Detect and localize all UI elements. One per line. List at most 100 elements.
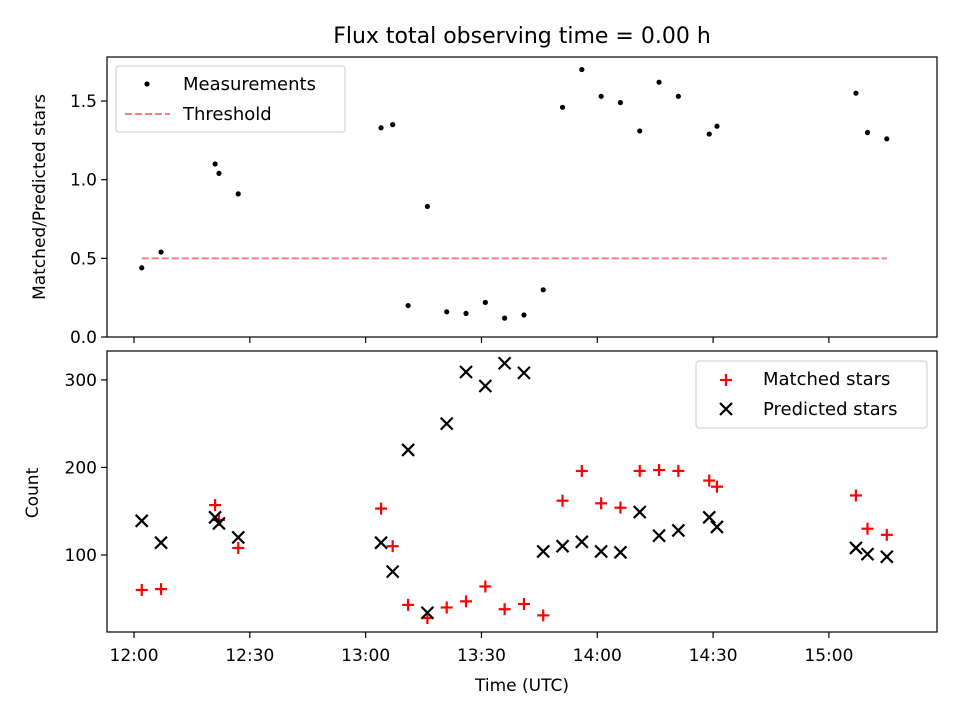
top-panel-ratio: Flux total observing time = 0.00 h Match… xyxy=(30,24,938,348)
point-matched-stars xyxy=(460,595,473,608)
point-measurements xyxy=(540,287,546,293)
point-matched-stars xyxy=(537,609,550,622)
point-measurements xyxy=(864,129,871,136)
point-predicted-stars xyxy=(231,530,246,545)
point-predicted-stars xyxy=(575,535,589,549)
legend-marker-measurements xyxy=(144,81,150,87)
bottom-x-ticks: 12:00 12:30 13:00 13:30 14:00 14:30 15:00 xyxy=(110,632,853,666)
y-tick-label: 1.5 xyxy=(70,92,97,112)
point-predicted-stars xyxy=(478,379,493,393)
bottom-axes-frame xyxy=(106,350,938,633)
top-plot-area xyxy=(139,66,890,321)
bottom-legend: Matched stars Predicted stars xyxy=(695,360,928,429)
point-measurements xyxy=(598,93,604,99)
point-matched-stars xyxy=(498,603,511,616)
point-matched-stars xyxy=(653,464,666,477)
point-predicted-stars xyxy=(154,535,168,550)
point-predicted-stars xyxy=(497,356,512,371)
point-measurements xyxy=(521,312,527,318)
x-tick-label: 14:00 xyxy=(573,646,622,666)
point-measurements xyxy=(463,310,469,317)
top-legend: Measurements Threshold xyxy=(115,65,346,133)
point-measurements xyxy=(405,302,411,309)
legend-label-predicted-stars: Predicted stars xyxy=(763,399,897,420)
point-measurements xyxy=(559,104,566,110)
x-axis-label: Time (UTC) xyxy=(474,676,569,696)
point-measurements xyxy=(390,122,396,128)
chart-title: Flux total observing time = 0.00 h xyxy=(333,24,711,49)
point-predicted-stars xyxy=(860,547,875,561)
point-matched-stars xyxy=(614,501,627,514)
x-tick-label: 13:30 xyxy=(457,646,506,666)
point-predicted-stars xyxy=(594,544,608,559)
point-matched-stars xyxy=(672,464,685,477)
point-matched-stars xyxy=(386,540,399,553)
point-measurements xyxy=(656,79,662,85)
point-matched-stars xyxy=(440,601,453,614)
bottom-y-axis-label: Count xyxy=(23,467,43,518)
point-matched-stars xyxy=(375,502,388,515)
point-measurements xyxy=(139,265,145,271)
x-tick-label: 12:30 xyxy=(225,646,274,666)
bottom-plot-area xyxy=(134,356,894,624)
y-tick-label: 0.5 xyxy=(70,249,97,269)
point-measurements xyxy=(216,170,222,177)
legend-label-measurements: Measurements xyxy=(183,74,316,95)
y-tick-label: 100 xyxy=(65,546,97,566)
point-predicted-stars xyxy=(385,564,400,579)
point-measurements xyxy=(706,131,712,137)
top-y-axis-label: Matched/Predicted stars xyxy=(30,94,50,300)
point-matched-stars xyxy=(575,464,588,477)
point-measurements xyxy=(444,309,450,315)
point-matched-stars xyxy=(155,583,168,596)
point-measurements xyxy=(675,93,681,99)
point-predicted-stars xyxy=(710,520,724,534)
point-predicted-stars xyxy=(613,545,628,560)
point-measurements xyxy=(579,66,585,73)
point-predicted-stars xyxy=(652,528,666,543)
x-tick-label: 15:00 xyxy=(804,646,853,666)
point-matched-stars xyxy=(232,541,245,554)
point-predicted-stars xyxy=(374,535,388,550)
bottom-y-ticks: 100 200 300 xyxy=(65,371,107,566)
x-tick-label: 14:30 xyxy=(689,646,738,666)
point-measurements xyxy=(617,100,624,106)
point-measurements xyxy=(637,128,643,134)
point-matched-stars xyxy=(633,464,646,477)
top-y-ticks: 0.0 0.5 1.0 1.5 xyxy=(70,92,107,348)
point-matched-stars xyxy=(710,480,723,493)
point-matched-stars xyxy=(556,494,569,507)
point-matched-stars xyxy=(209,499,222,512)
bottom-legend-box xyxy=(695,360,928,429)
point-predicted-stars xyxy=(134,514,149,528)
point-predicted-stars xyxy=(401,443,415,457)
legend-label-matched-stars: Matched stars xyxy=(763,369,890,390)
point-predicted-stars xyxy=(849,541,863,555)
point-matched-stars xyxy=(861,522,874,535)
y-tick-label: 1.0 xyxy=(70,171,97,191)
point-predicted-stars xyxy=(671,523,686,538)
top-axes-frame xyxy=(106,56,938,338)
y-tick-label: 200 xyxy=(65,458,97,478)
point-measurements xyxy=(212,161,218,167)
point-predicted-stars xyxy=(880,549,894,564)
top-x-ticks xyxy=(133,337,830,343)
legend-label-threshold: Threshold xyxy=(182,104,272,125)
point-predicted-stars xyxy=(439,416,454,431)
point-predicted-stars xyxy=(555,539,570,553)
legend-marker-predicted-stars xyxy=(719,402,733,416)
point-measurements xyxy=(714,123,720,129)
point-predicted-stars xyxy=(536,544,551,559)
legend-marker-matched-stars xyxy=(720,374,732,386)
point-measurements xyxy=(235,191,241,197)
point-predicted-stars xyxy=(420,605,435,620)
y-tick-label: 0.0 xyxy=(70,328,97,348)
point-matched-stars xyxy=(517,597,530,610)
point-predicted-stars xyxy=(212,516,226,531)
point-predicted-stars xyxy=(459,365,473,379)
x-tick-label: 13:00 xyxy=(341,646,390,666)
point-predicted-stars xyxy=(208,510,222,525)
point-measurements xyxy=(853,90,859,96)
point-predicted-stars xyxy=(632,505,647,519)
